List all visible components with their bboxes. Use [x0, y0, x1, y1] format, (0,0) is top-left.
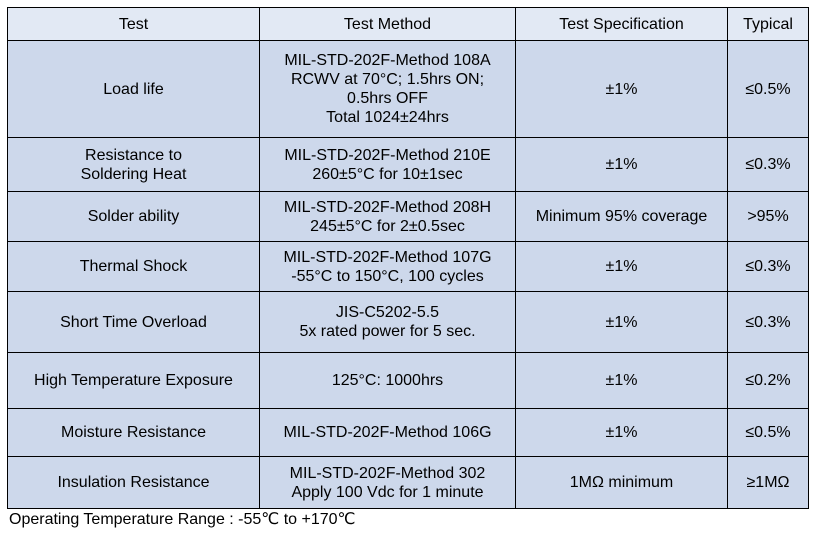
test-method-cell-line: Total 1024±24hrs — [326, 109, 449, 126]
typical-cell: ≤0.2% — [727, 352, 809, 409]
test-name-cell-line: Resistance to — [85, 146, 182, 164]
test-name-cell: Short Time Overload — [7, 291, 260, 353]
test-name-cell: Insulation Resistance — [7, 456, 260, 509]
typical-cell: ≥1MΩ — [727, 456, 809, 509]
test-method-cell-line: MIL-STD-202F-Method 302 — [289, 464, 486, 482]
test-specification-cell: ±1% — [515, 40, 728, 138]
test-method-cell-line: MIL-STD-202F-Method 208H — [283, 198, 492, 216]
header-test-specification: Test Specification — [515, 7, 728, 41]
test-method-cell-line: RCWV at 70°C; 1.5hrs ON; — [290, 71, 485, 88]
test-method-cell: MIL-STD-202F-Method 106G — [259, 408, 516, 457]
typical-cell: >95% — [727, 191, 809, 242]
test-method-cell: MIL-STD-202F-Method 107G -55°C to 150°C, … — [259, 241, 516, 292]
test-name-cell-line: Solder ability — [87, 208, 180, 225]
typical-cell: ≤0.3% — [727, 137, 809, 192]
table-row: Solder ability MIL-STD-202F-Method 208H 24… — [7, 191, 809, 242]
test-method-cell-line: MIL-STD-202F-Method 107G — [283, 248, 492, 266]
test-name-cell-line: High Temperature Exposure — [34, 372, 233, 389]
test-specification-cell: ±1% — [515, 241, 728, 292]
test-method-cell: MIL-STD-202F-Method 208H 245±5°C for 2±0.… — [259, 191, 516, 242]
test-specification-cell: 1MΩ minimum — [515, 456, 728, 509]
test-name-cell: High Temperature Exposure — [7, 352, 260, 409]
test-name-cell: Load life — [7, 40, 260, 138]
test-specification-cell: ±1% — [515, 291, 728, 353]
test-method-cell-line: 125°C: 1000hrs — [331, 372, 444, 389]
test-method-cell-line: -55°C to 150°C, 100 cycles — [291, 267, 484, 285]
test-name-cell-line: Soldering Heat — [80, 165, 187, 183]
test-name-cell: Moisture Resistance — [7, 408, 260, 457]
test-method-cell: MIL-STD-202F-Method 108A RCWV at 70°C; 1.… — [259, 40, 516, 138]
test-method-cell: MIL-STD-202F-Method 210E 260±5°C for 10±1… — [259, 137, 516, 192]
header-typical: Typical — [727, 7, 809, 41]
spec-table: Test Test Method Test Specification Typi… — [7, 7, 809, 509]
test-name-cell-line: Thermal Shock — [79, 258, 188, 275]
table-row: High Temperature Exposure 125°C: 1000hrs ±… — [7, 352, 809, 409]
test-method-cell-line: 245±5°C for 2±0.5sec — [310, 217, 465, 235]
test-specification-cell: ±1% — [515, 408, 728, 457]
table-row: Insulation Resistance MIL-STD-202F-Method… — [7, 456, 809, 509]
test-specification-cell: Minimum 95% coverage — [515, 191, 728, 242]
test-method-cell: JIS-C5202-5.5 5x rated power for 5 sec. — [259, 291, 516, 353]
table-row: Short Time Overload JIS-C5202-5.5 5x rated… — [7, 291, 809, 353]
table-row: Moisture Resistance MIL-STD-202F-Method 1… — [7, 408, 809, 457]
test-method-cell-line: JIS-C5202-5.5 — [335, 304, 440, 321]
test-method-cell-line: 5x rated power for 5 sec. — [299, 323, 476, 340]
test-method-cell-line: 260±5°C for 10±1sec — [312, 165, 463, 183]
test-method-cell-line: MIL-STD-202F-Method 210E — [284, 146, 491, 164]
test-method-cell-line: Apply 100 Vdc for 1 minute — [291, 483, 484, 501]
test-method-cell-line: 0.5hrs OFF — [347, 90, 428, 107]
test-specification-cell: ±1% — [515, 352, 728, 409]
table-row: Load life MIL-STD-202F-Method 108A RCWV at… — [7, 40, 809, 138]
test-method-cell: MIL-STD-202F-Method 302 Apply 100 Vdc for… — [259, 456, 516, 509]
header-test-method: Test Method — [259, 7, 516, 41]
test-name-cell-line: Moisture Resistance — [61, 424, 206, 441]
typical-cell: ≤0.5% — [727, 408, 809, 457]
typical-cell: ≤0.3% — [727, 241, 809, 292]
test-name-cell: Thermal Shock — [7, 241, 260, 292]
test-name-cell: Solder ability — [7, 191, 260, 242]
table-row: Thermal Shock MIL-STD-202F-Method 107G -55… — [7, 241, 809, 292]
operating-temperature-note: Operating Temperature Range : -55℃ to +1… — [9, 511, 356, 528]
test-name-cell-line: Insulation Resistance — [57, 474, 210, 491]
header-test: Test — [7, 7, 260, 41]
test-method-cell: 125°C: 1000hrs — [259, 352, 516, 409]
table-row: Resistance to Soldering Heat MIL-STD-202F-… — [7, 137, 809, 192]
typical-cell: ≤0.3% — [727, 291, 809, 353]
header-row: Test Test Method Test Specification Typi… — [7, 7, 809, 41]
test-method-cell-line: MIL-STD-202F-Method 108A — [284, 52, 491, 69]
test-name-cell-line: Short Time Overload — [60, 313, 207, 331]
test-name-cell: Resistance to Soldering Heat — [7, 137, 260, 192]
test-method-cell-line: MIL-STD-202F-Method 106G — [283, 424, 492, 441]
test-name-cell-line: Load life — [103, 80, 164, 98]
test-specification-cell: ±1% — [515, 137, 728, 192]
typical-cell: ≤0.5% — [727, 40, 809, 138]
